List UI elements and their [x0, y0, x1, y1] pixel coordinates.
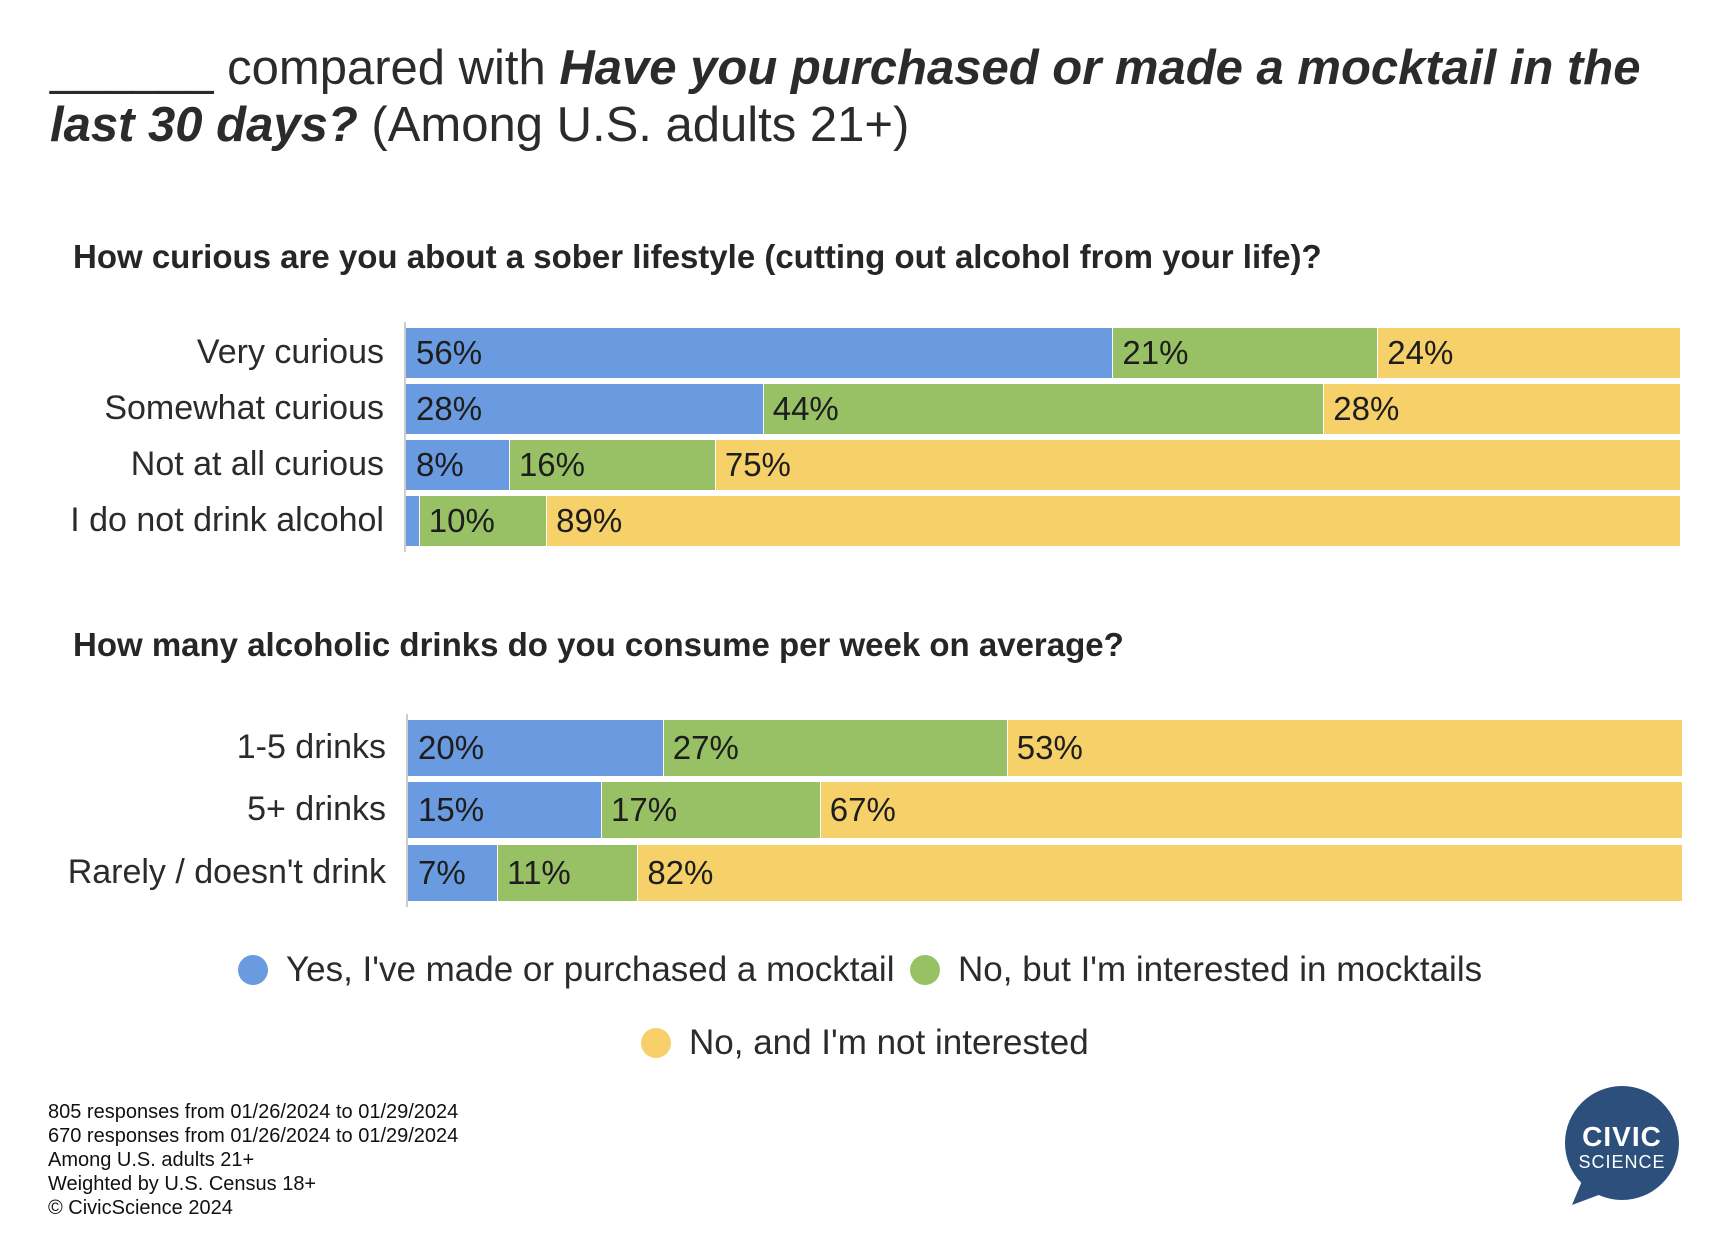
data-label: 21%: [1122, 334, 1189, 371]
legend-label: Yes, I've made or purchased a mocktail: [286, 950, 895, 989]
bar-segment-not_interested: [819, 782, 1682, 838]
category-label: Somewhat curious: [104, 389, 384, 427]
bar-segment-yes: [408, 845, 498, 901]
bar-segment-interested: [418, 496, 547, 546]
bar-segment-yes: [408, 782, 602, 838]
legend-item-yes: Yes, I've made or purchased a mocktail: [238, 950, 894, 990]
logo-text-science: SCIENCE: [1578, 1152, 1666, 1172]
title-blank: ______: [50, 41, 214, 95]
legend-label: No, and I'm not interested: [689, 1023, 1089, 1062]
bar-segment-yes: [406, 496, 419, 546]
data-label: 75%: [724, 446, 791, 483]
bar-segment-interested: [497, 845, 638, 901]
data-label: 27%: [672, 729, 739, 766]
legend-dot-icon: [641, 1028, 671, 1058]
data-label: 53%: [1016, 729, 1083, 766]
category-axis-line: [406, 714, 408, 907]
bar-segment-yes: [406, 440, 509, 490]
footnote-copyright: © CivicScience 2024: [48, 1197, 233, 1219]
footnote-population: Among U.S. adults 21+: [48, 1149, 255, 1171]
data-label: 28%: [1333, 390, 1400, 427]
data-label: 15%: [418, 791, 485, 828]
footnotes: 805 responses from 01/26/2024 to 01/29/2…: [48, 1100, 458, 1220]
bar-segment-not_interested: [637, 845, 1682, 901]
plot-area: [404, 322, 1680, 552]
bar-segment-interested: [662, 720, 1007, 776]
data-label: 24%: [1387, 334, 1454, 371]
bar-segment-interested: [762, 384, 1324, 434]
legend-dot-icon: [910, 955, 940, 985]
data-label: 16%: [518, 446, 585, 483]
bar-segment-not_interested: [1377, 328, 1680, 378]
data-label: 44%: [772, 390, 839, 427]
category-label: I do not drink alcohol: [70, 501, 384, 539]
speech-bubble-icon: [1565, 1086, 1679, 1205]
bar-segment-interested: [601, 782, 820, 838]
page-title: ______ compared with Have you purchased …: [50, 40, 1690, 154]
data-label: 11%: [507, 854, 571, 891]
bar-segment-yes: [408, 720, 663, 776]
footnote-responses-2: 670 responses from 01/26/2024 to 01/29/2…: [48, 1125, 459, 1147]
civicscience-logo: CIVIC SCIENCE: [1564, 1085, 1694, 1215]
bar-segment-not_interested: [546, 496, 1680, 546]
bar-segment-interested: [508, 440, 715, 490]
title-part1: compared with: [213, 41, 560, 95]
data-label: 82%: [647, 854, 714, 891]
legend-item-not-interested: No, and I'm not interested: [641, 1023, 1089, 1063]
legend-item-interested: No, but I'm interested in mocktails: [910, 950, 1482, 990]
bar-segment-interested: [1112, 328, 1378, 378]
data-label: 20%: [418, 729, 485, 766]
data-label: 28%: [416, 390, 483, 427]
data-label: 8%: [416, 446, 464, 483]
data-label: 7%: [418, 854, 466, 891]
data-label: 67%: [829, 791, 896, 828]
bar-segment-not_interested: [1006, 720, 1682, 776]
footnote-responses-1: 805 responses from 01/26/2024 to 01/29/2…: [48, 1101, 459, 1123]
bar-segment-not_interested: [714, 440, 1680, 490]
bar-segment-yes: [406, 384, 763, 434]
category-label: Rarely / doesn't drink: [67, 853, 386, 891]
data-label: 17%: [611, 791, 678, 828]
data-label: 89%: [556, 502, 623, 539]
bar-segment-not_interested: [1323, 384, 1680, 434]
logo-text-civic: CIVIC: [1582, 1121, 1662, 1152]
legend-label: No, but I'm interested in mocktails: [958, 950, 1483, 989]
data-label: 56%: [416, 334, 483, 371]
legend-dot-icon: [238, 955, 268, 985]
footnote-weighting: Weighted by U.S. Census 18+: [48, 1173, 317, 1195]
category-axis-line: [404, 322, 406, 552]
title-part2: (Among U.S. adults 21+): [357, 98, 910, 152]
bar-segment-yes: [406, 328, 1113, 378]
category-label: 5+ drinks: [247, 790, 386, 828]
chart-question: How curious are you about a sober lifest…: [73, 238, 1322, 275]
category-label: Not at all curious: [130, 445, 384, 483]
category-label: 1-5 drinks: [236, 728, 386, 766]
chart-question: How many alcoholic drinks do you consume…: [73, 626, 1124, 663]
plot-area: [406, 714, 1682, 907]
category-label: Very curious: [196, 333, 384, 371]
data-label: 10%: [428, 502, 495, 539]
title-question: Have you purchased or made a mocktail in…: [50, 41, 1641, 152]
